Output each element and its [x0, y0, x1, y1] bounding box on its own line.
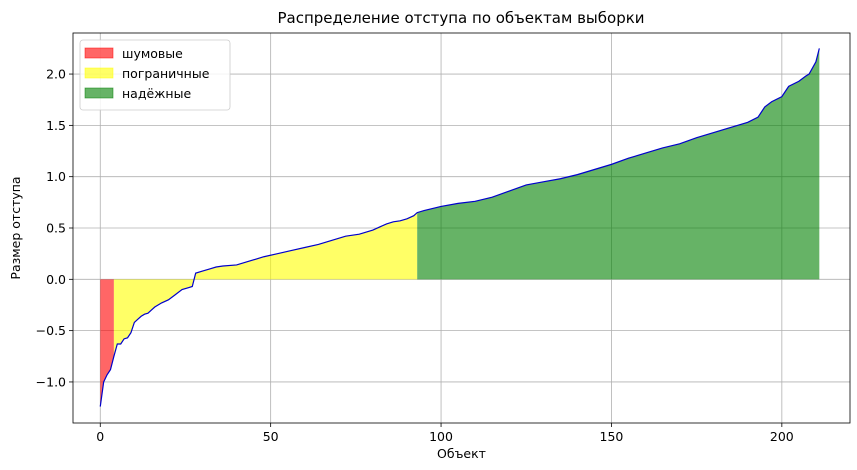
x-tick-label: 50 — [263, 429, 279, 444]
y-tick-label: 1.0 — [46, 169, 66, 184]
legend-label: шумовые — [122, 46, 183, 61]
region-fills — [100, 48, 820, 407]
x-axis-label: Объект — [437, 446, 486, 461]
y-tick-label: 0.0 — [46, 272, 66, 287]
legend-box — [79, 39, 231, 111]
legend-label: пограничные — [122, 66, 210, 81]
chart-title: Распределение отступа по объектам выборк… — [277, 9, 644, 27]
y-tick-label: 1.5 — [46, 118, 66, 133]
y-tick-label: 2.0 — [46, 67, 66, 82]
x-tick-label: 200 — [770, 429, 794, 444]
region-fill-reliable — [417, 48, 820, 280]
margin-curve — [99, 48, 820, 407]
legend: шумовые пограничные надёжные — [79, 39, 231, 111]
y-axis-label: Размер отступа — [8, 176, 23, 279]
margin-line — [99, 48, 820, 407]
axis-ticks: 0 50 100 150 200 −1.0 −0.5 0.0 0.5 1.0 1.5 2.0 — [36, 67, 794, 444]
region-fill-noise — [100, 279, 114, 407]
x-tick-label: 0 — [96, 429, 104, 444]
region-fill-border — [113, 212, 418, 357]
x-tick-label: 150 — [600, 429, 624, 444]
y-tick-label: −1.0 — [36, 374, 66, 389]
legend-swatch — [84, 87, 114, 99]
x-tick-label: 100 — [429, 429, 453, 444]
legend-label: надёжные — [122, 86, 191, 101]
y-tick-label: 0.5 — [46, 221, 66, 236]
legend-swatch — [84, 47, 114, 59]
legend-swatch — [84, 67, 114, 79]
y-tick-label: −0.5 — [36, 323, 66, 338]
